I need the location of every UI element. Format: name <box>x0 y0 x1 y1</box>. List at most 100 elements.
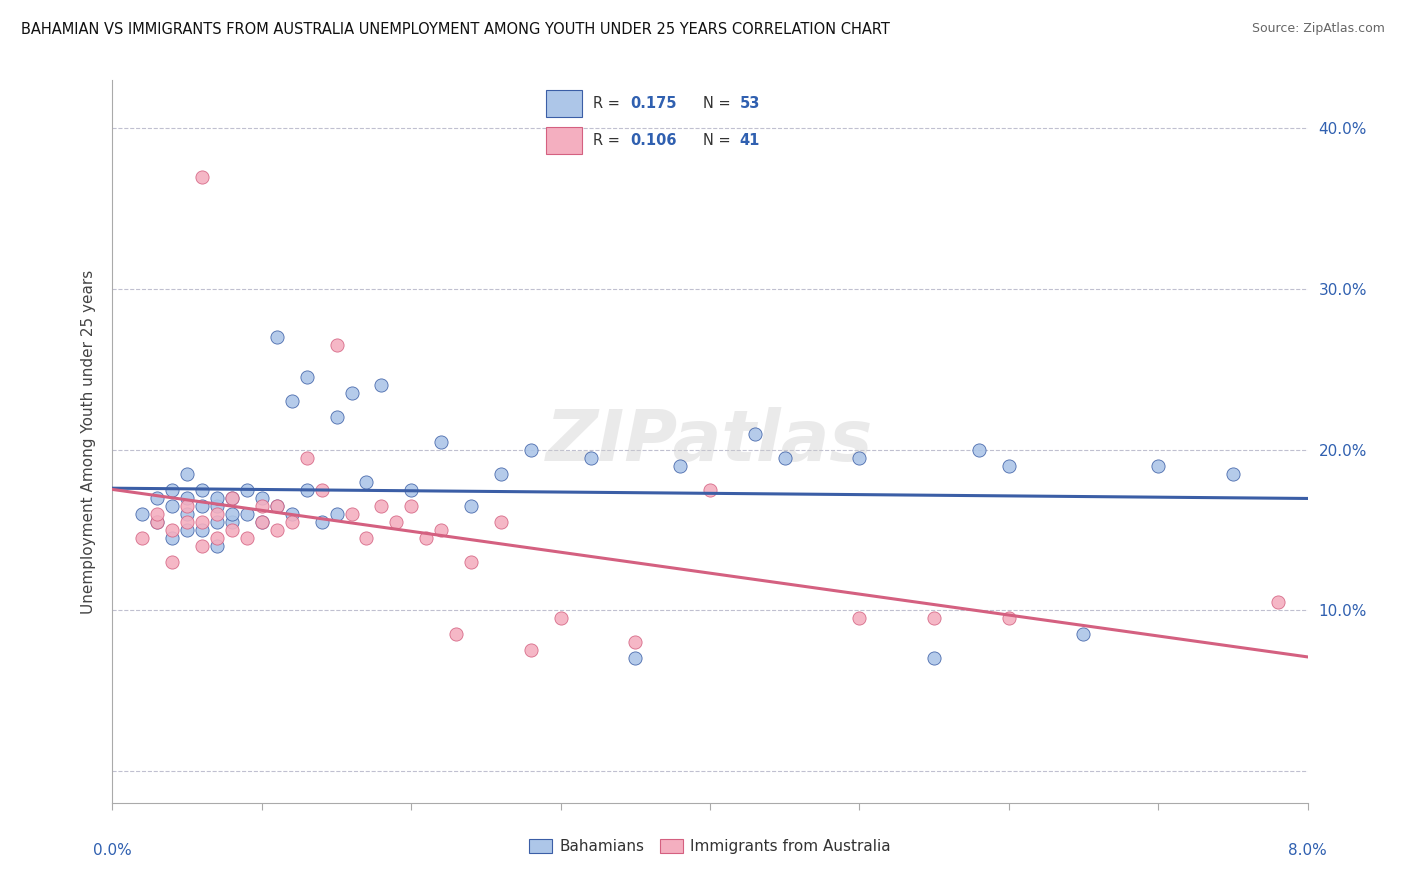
Point <box>281 515 304 529</box>
Point <box>176 499 198 513</box>
Point <box>250 491 273 505</box>
Point <box>162 499 183 513</box>
Point <box>295 450 318 465</box>
Point <box>922 611 945 625</box>
Point <box>356 531 378 545</box>
Point <box>236 531 259 545</box>
FancyBboxPatch shape <box>546 127 582 154</box>
Point <box>460 555 482 569</box>
Point <box>266 499 288 513</box>
Point <box>146 507 169 521</box>
Point <box>221 491 243 505</box>
Point <box>221 515 243 529</box>
Point <box>162 555 183 569</box>
Point <box>236 483 259 497</box>
Point <box>773 450 796 465</box>
Point <box>205 531 228 545</box>
Point <box>295 370 318 384</box>
Point <box>325 507 347 521</box>
Point <box>1073 627 1095 641</box>
Point <box>191 499 214 513</box>
Point <box>311 483 333 497</box>
Point <box>281 507 304 521</box>
Point <box>176 467 198 481</box>
Text: ZIPatlas: ZIPatlas <box>547 407 873 476</box>
Point <box>1147 458 1170 473</box>
Point <box>325 338 347 352</box>
Point <box>401 483 423 497</box>
Point <box>669 458 692 473</box>
Point <box>205 499 228 513</box>
Point <box>250 499 273 513</box>
Point <box>205 539 228 553</box>
Text: Source: ZipAtlas.com: Source: ZipAtlas.com <box>1251 22 1385 36</box>
Point <box>550 611 572 625</box>
Point <box>131 531 153 545</box>
Point <box>520 643 543 657</box>
Point <box>401 499 423 513</box>
Text: BAHAMIAN VS IMMIGRANTS FROM AUSTRALIA UNEMPLOYMENT AMONG YOUTH UNDER 25 YEARS CO: BAHAMIAN VS IMMIGRANTS FROM AUSTRALIA UN… <box>21 22 890 37</box>
Point <box>191 539 214 553</box>
Point <box>250 515 273 529</box>
Point <box>191 515 214 529</box>
Point <box>848 450 870 465</box>
Point <box>176 515 198 529</box>
Point <box>266 523 288 537</box>
Text: R =: R = <box>593 133 620 148</box>
Point <box>176 491 198 505</box>
Point <box>370 499 392 513</box>
Point <box>311 515 333 529</box>
Point <box>430 434 453 449</box>
Legend: Bahamians, Immigrants from Australia: Bahamians, Immigrants from Australia <box>523 833 897 860</box>
Point <box>266 499 288 513</box>
Point <box>205 491 228 505</box>
Y-axis label: Unemployment Among Youth under 25 years: Unemployment Among Youth under 25 years <box>80 269 96 614</box>
Point <box>191 483 214 497</box>
Point <box>385 515 408 529</box>
Text: 53: 53 <box>740 95 759 111</box>
Text: R =: R = <box>593 95 620 111</box>
Point <box>1267 595 1289 609</box>
Point <box>146 515 169 529</box>
Point <box>356 475 378 489</box>
Point <box>699 483 721 497</box>
Point <box>266 330 288 344</box>
Point <box>520 442 543 457</box>
Point <box>205 507 228 521</box>
Point <box>162 531 183 545</box>
Text: 0.106: 0.106 <box>630 133 676 148</box>
Point <box>131 507 153 521</box>
Text: 0.0%: 0.0% <box>93 843 132 858</box>
Point <box>191 169 214 184</box>
Point <box>176 507 198 521</box>
Point <box>146 515 169 529</box>
Point <box>370 378 392 392</box>
Point <box>191 523 214 537</box>
Point <box>281 394 304 409</box>
Point <box>415 531 437 545</box>
Point <box>579 450 602 465</box>
Point <box>295 483 318 497</box>
Point <box>489 467 512 481</box>
Point <box>176 523 198 537</box>
Point <box>236 507 259 521</box>
FancyBboxPatch shape <box>546 89 582 117</box>
Text: 8.0%: 8.0% <box>1288 843 1327 858</box>
Text: 41: 41 <box>740 133 759 148</box>
Point <box>624 635 647 649</box>
Point <box>325 410 347 425</box>
Point <box>340 386 363 401</box>
Point <box>848 611 870 625</box>
Point <box>967 442 990 457</box>
Text: N =: N = <box>703 95 731 111</box>
Point <box>162 523 183 537</box>
Point <box>998 611 1021 625</box>
Text: N =: N = <box>703 133 731 148</box>
Point <box>430 523 453 537</box>
Point <box>205 515 228 529</box>
Point <box>444 627 467 641</box>
Point <box>221 523 243 537</box>
Text: 0.175: 0.175 <box>630 95 676 111</box>
Point <box>221 491 243 505</box>
Point <box>162 483 183 497</box>
